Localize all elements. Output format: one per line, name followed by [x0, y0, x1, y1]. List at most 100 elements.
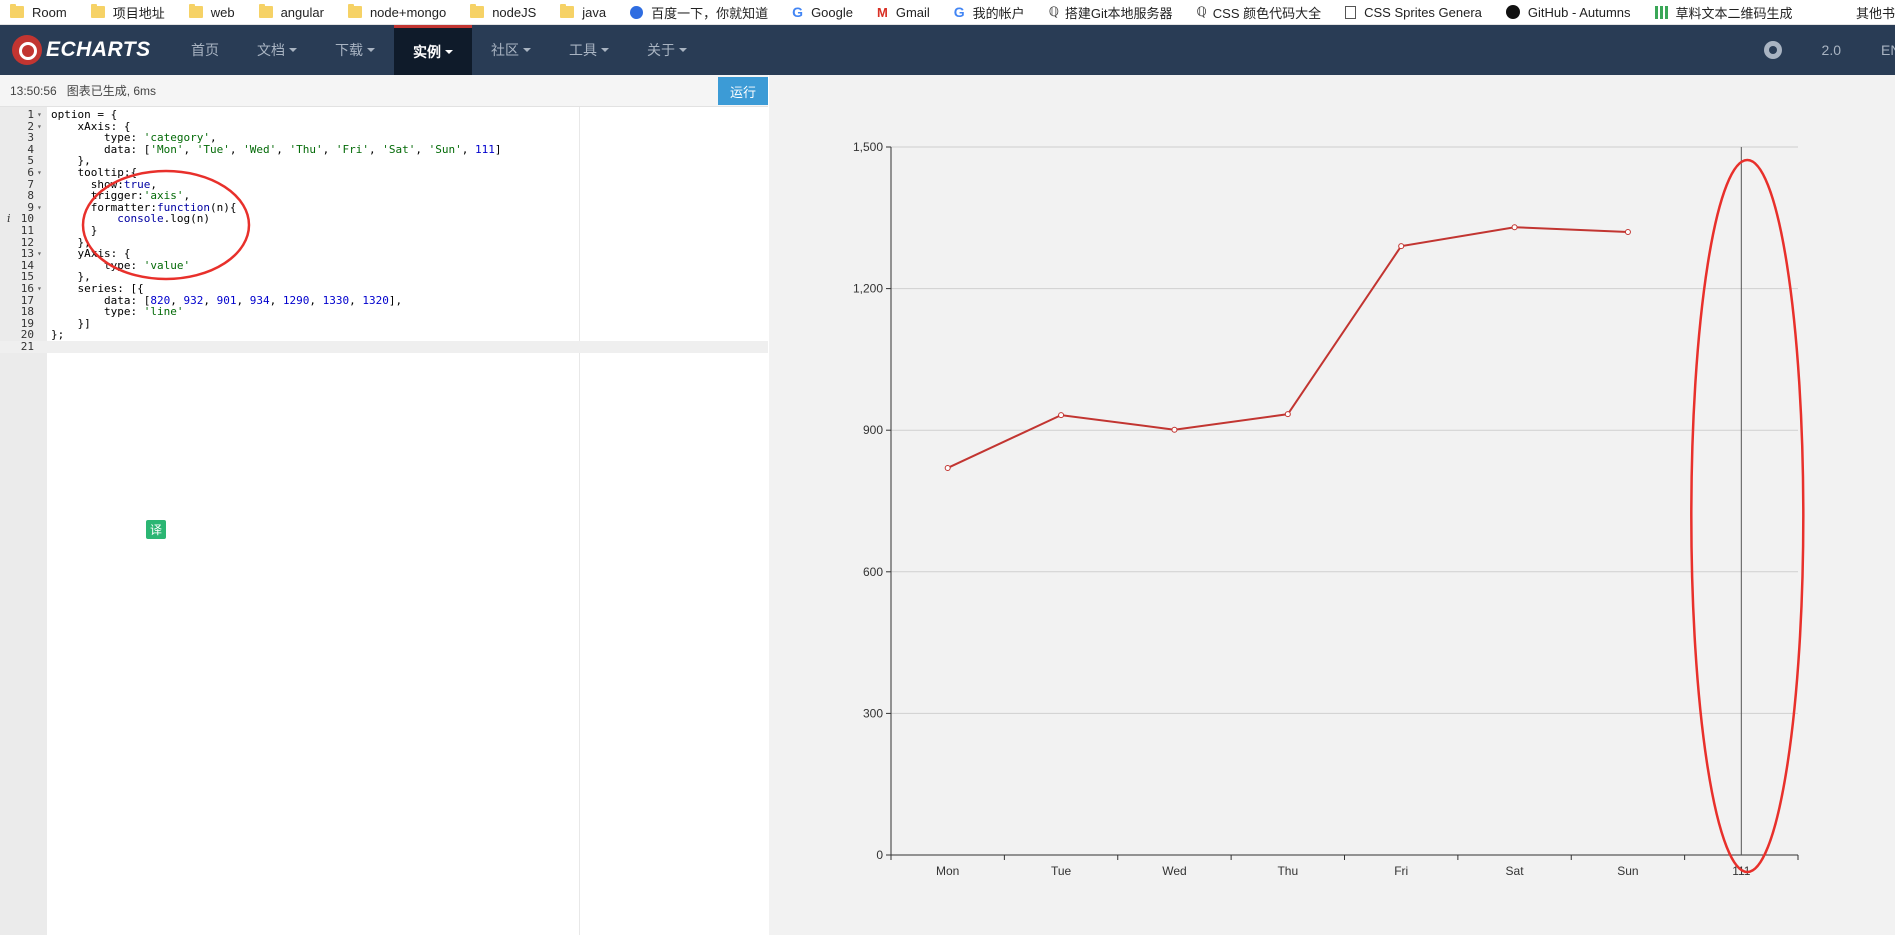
bookmark-label: 草料文本二维码生成 [1675, 5, 1793, 21]
run-button[interactable]: 运行 [718, 77, 768, 105]
code-line[interactable]: 5 }, [0, 155, 768, 167]
status-time: 13:50:56 [10, 83, 57, 98]
nav-item[interactable]: 工具 [550, 25, 628, 75]
language-switch[interactable]: EN [1881, 42, 1895, 58]
code-text: option = { [51, 108, 118, 121]
nav-item[interactable]: 社区 [472, 25, 550, 75]
bookmark-label: web [210, 4, 235, 20]
bookmark-label: CSS Sprites Genera [1364, 4, 1482, 20]
code-text: } [51, 224, 98, 237]
x-tick-label: Wed [1162, 864, 1186, 878]
nav-item[interactable]: 下载 [316, 25, 394, 75]
line-number: 1 [27, 108, 34, 121]
code-line[interactable]: 2 ▾ xAxis: { [0, 119, 768, 133]
bookmark-item[interactable]: node+mongo [338, 4, 447, 20]
code-editor[interactable]: 1 ▾ option = {2 ▾ xAxis: {3 type: 'category… [0, 107, 768, 935]
github-icon[interactable] [1763, 41, 1782, 59]
nav-item[interactable]: 文档 [238, 25, 316, 75]
code-line[interactable]: 21 [0, 341, 768, 353]
line-number: 18 [20, 305, 34, 319]
code-line[interactable]: 6 ▾ tooltip:{ [0, 167, 768, 179]
nav-item[interactable]: 实例 [394, 25, 472, 75]
baidu-icon [630, 5, 644, 19]
version-link[interactable]: 2.0 [1821, 42, 1841, 58]
code-line[interactable]: 18 type: 'line' [0, 306, 768, 318]
bookmark-item[interactable]: java [550, 4, 606, 20]
data-point [1511, 224, 1518, 231]
code-line[interactable]: 11 } [0, 225, 768, 237]
x-tick-label: Sun [1617, 864, 1638, 878]
bookmark-item[interactable]: M Gmail [867, 5, 930, 20]
bookmark-label: node+mongo [369, 4, 447, 20]
echarts-logo[interactable]: ECHARTS [0, 25, 172, 75]
bookmark-item[interactable]: web [179, 4, 235, 20]
bookmark-item[interactable]: 草料文本二维码生成 [1645, 3, 1793, 22]
code-line[interactable]: 10 i console.log(n) [0, 213, 768, 225]
folder-icon [10, 4, 24, 18]
fold-toggle-icon[interactable]: ▾ [37, 121, 42, 131]
line-number: 21 [20, 340, 34, 353]
bookmark-item[interactable]: angular [249, 4, 324, 20]
code-line[interactable]: 17 data: [820, 932, 901, 934, 1290, 1330… [0, 293, 768, 307]
caret-down-icon [679, 48, 687, 52]
caret-down-icon [523, 48, 531, 52]
line-number: 7 [27, 177, 34, 191]
line-number: 9 [27, 200, 34, 214]
line-chart[interactable]: 0 300 600 900 1,200 1,500 Mon Tue Wed Thu Fri Sat Su… [769, 75, 1895, 935]
line-number: 13 [20, 247, 34, 261]
line-number: 12 [20, 235, 34, 249]
fold-toggle-icon[interactable]: ▾ [37, 110, 42, 119]
bookmark-item[interactable]: 项目地址 [81, 3, 165, 22]
nav-item-label: 关于 [647, 42, 675, 58]
bookmark-item[interactable]: GitHub - Autumns [1496, 5, 1631, 20]
bookmark-label: GitHub - Autumns [1527, 4, 1631, 20]
bookmark-item[interactable]: ℚ 搭建Git本地服务器 [1039, 3, 1173, 22]
caret-down-icon [445, 49, 453, 54]
fold-toggle-icon[interactable]: ▾ [37, 202, 42, 212]
status-message: 图表已生成, 6ms [66, 84, 157, 98]
nav-item[interactable]: 关于 [628, 25, 706, 75]
github-icon [1505, 5, 1520, 19]
nav-item[interactable]: 首页 [172, 25, 238, 75]
bookmark-label: Room [32, 4, 67, 20]
line-number: 14 [20, 258, 34, 272]
line-number: 16 [20, 282, 34, 295]
bookmark-item[interactable]: CSS Sprites Genera [1335, 5, 1482, 20]
data-point [1171, 426, 1178, 433]
line-number: 8 [27, 189, 34, 203]
bookmark-item[interactable]: ℚ CSS 颜色代码大全 [1187, 3, 1322, 22]
other-bookmarks[interactable]: 其他书 [1825, 0, 1895, 24]
bookmark-item[interactable]: 百度一下，你就知道 [620, 3, 768, 22]
code-panel: 13:50:56 图表已生成, 6ms 运行 1 ▾ option = {2 ▾ xA… [0, 75, 768, 935]
fold-toggle-icon[interactable]: ▾ [37, 168, 42, 177]
info-annotation-icon[interactable]: i [7, 212, 11, 226]
editor-gutter [0, 107, 47, 935]
bookmark-label: nodeJS [492, 4, 537, 20]
status-bar: 13:50:56 图表已生成, 6ms 运行 [0, 75, 768, 107]
data-point [1058, 412, 1065, 419]
y-tick-label: 300 [863, 706, 883, 720]
qrcode-icon [1654, 5, 1668, 19]
code-text: xAxis: { [51, 119, 131, 133]
bookmark-item[interactable]: G 我的帐户 [944, 3, 1025, 22]
nav-menu: 首页 文档 下载 实例 社区 工具 关于 [172, 25, 706, 75]
bookmark-item[interactable]: Room [0, 4, 67, 20]
fold-toggle-icon[interactable]: ▾ [37, 249, 42, 259]
bookmark-item[interactable]: G Google [782, 4, 853, 20]
code-line[interactable]: 1 ▾ option = { [0, 109, 768, 121]
code-line[interactable]: 3 type: 'category', [0, 132, 768, 144]
folder-icon [560, 4, 575, 18]
code-line[interactable]: 16 ▾ series: [{ [0, 283, 768, 295]
document-icon [1345, 5, 1357, 19]
code-line[interactable]: 4 data: ['Mon', 'Tue', 'Wed', 'Thu', 'Fr… [0, 143, 768, 156]
bookmarks-bar: Room 项目地址 web angular node+mongo nodeJS java 百度… [0, 0, 1895, 25]
fold-toggle-icon[interactable]: ▾ [37, 284, 42, 293]
code-text: }; [51, 328, 65, 342]
bookmark-item[interactable]: nodeJS [460, 4, 537, 20]
code-line[interactable]: 14 type: 'value' [0, 258, 768, 272]
code-text: data: [820, 932, 901, 934, 1290, 1330, 1… [51, 293, 403, 307]
google-icon: G [953, 4, 965, 20]
code-line[interactable]: 19 }] [0, 318, 768, 330]
code-line[interactable]: 20}; [0, 329, 768, 341]
translate-icon[interactable]: 译 [146, 520, 166, 539]
